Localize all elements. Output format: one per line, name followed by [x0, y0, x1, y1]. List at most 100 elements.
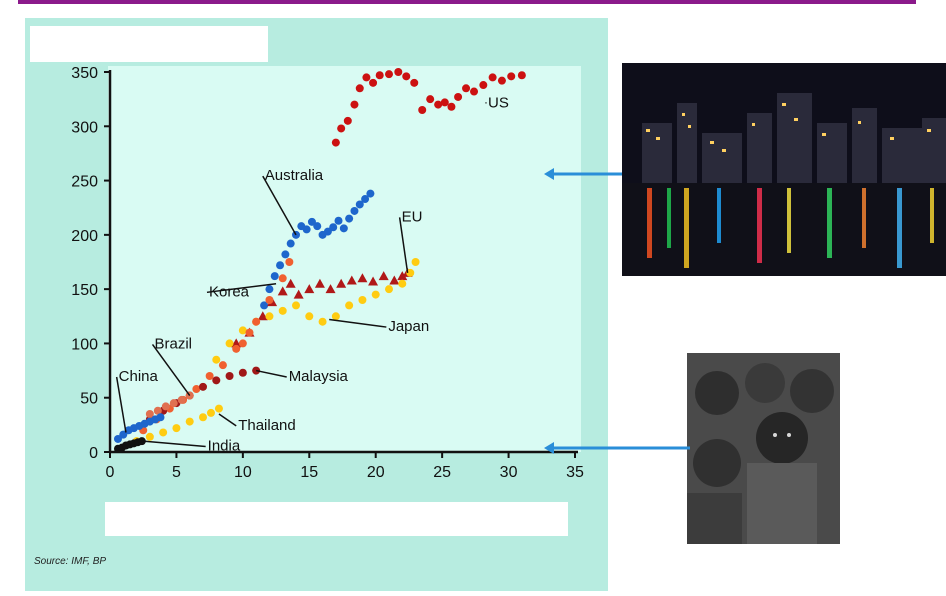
annotation-line-thailand	[218, 413, 237, 427]
y-tick-label: 50	[80, 391, 98, 408]
point-eu	[368, 276, 379, 286]
point-japan	[292, 301, 300, 310]
point-us	[402, 72, 411, 81]
annotation-india: India	[208, 437, 241, 454]
point-korea	[265, 296, 274, 304]
y-tick-label: 350	[71, 65, 98, 82]
point-thailand	[185, 417, 194, 426]
point-brazil	[169, 399, 178, 408]
point-australia	[334, 216, 343, 225]
point-australia	[355, 200, 364, 209]
point-china	[156, 413, 165, 422]
point-brazil	[145, 410, 154, 418]
point-australia	[270, 272, 279, 281]
annotation-china: China	[119, 368, 159, 385]
point-korea	[252, 317, 261, 326]
point-us	[440, 98, 449, 107]
point-eu	[285, 278, 296, 288]
point-korea	[232, 344, 241, 353]
series-india	[113, 437, 146, 453]
point-eu	[304, 284, 315, 294]
y-tick-label: 0	[89, 445, 98, 462]
point-japan	[305, 312, 314, 321]
point-australia	[323, 227, 332, 236]
point-india	[137, 437, 146, 446]
annotation-line-china	[115, 376, 127, 433]
point-japan	[278, 306, 287, 315]
series-china	[113, 413, 165, 443]
point-japan	[411, 258, 420, 266]
y-tick-label: 100	[71, 336, 98, 353]
point-eu	[231, 338, 242, 348]
y-tick-label: 300	[71, 119, 98, 136]
x-tick-label: 30	[500, 464, 518, 481]
point-us	[426, 95, 435, 104]
point-malaysia	[238, 368, 247, 377]
point-brazil	[177, 395, 186, 404]
x-tick-label: 20	[367, 464, 385, 481]
arrow-city-head	[544, 168, 554, 180]
point-australia	[345, 214, 354, 223]
point-us	[479, 81, 488, 90]
point-korea	[205, 372, 214, 380]
point-us	[362, 73, 371, 82]
plot-background	[108, 66, 581, 452]
point-us	[434, 100, 443, 109]
annotation-line-india	[143, 440, 206, 448]
title-placeholder	[30, 26, 268, 62]
series-us	[331, 68, 526, 147]
series-australia	[260, 189, 375, 310]
xlabel-placeholder	[105, 502, 568, 536]
point-korea	[238, 339, 247, 348]
point-brazil	[153, 406, 162, 415]
point-us	[517, 71, 526, 80]
series-thailand	[132, 404, 223, 446]
point-us	[369, 78, 378, 87]
point-us	[343, 116, 352, 125]
point-australia	[302, 225, 311, 234]
point-thailand	[159, 428, 168, 437]
point-eu	[378, 271, 389, 281]
point-malaysia	[199, 382, 207, 391]
point-us	[507, 72, 516, 81]
point-eu	[389, 275, 400, 285]
point-brazil	[161, 402, 170, 411]
point-us	[454, 92, 463, 101]
annotation-brazil: Brazil	[155, 335, 193, 352]
point-japan	[358, 296, 367, 304]
point-eu	[257, 311, 268, 321]
children-photo	[687, 353, 840, 544]
point-china	[113, 434, 122, 443]
point-australia	[329, 223, 338, 232]
point-japan	[212, 355, 221, 364]
annotation-line-australia	[262, 175, 297, 236]
point-japan	[225, 339, 234, 348]
point-thailand	[172, 424, 181, 433]
y-tick-label: 150	[71, 282, 98, 299]
point-australia	[361, 195, 370, 204]
x-tick-label: 25	[433, 464, 451, 481]
point-eu	[277, 286, 288, 296]
point-japan	[345, 301, 354, 310]
point-china	[119, 430, 128, 439]
point-eu	[346, 275, 357, 285]
point-thailand	[206, 408, 215, 417]
point-malaysia	[212, 376, 221, 385]
annotation-eu: EU	[402, 208, 423, 225]
point-australia	[286, 239, 295, 248]
point-japan	[398, 279, 407, 288]
annotation-korea: Korea	[209, 283, 250, 300]
point-australia	[307, 217, 316, 226]
point-us	[497, 76, 506, 85]
point-eu	[314, 278, 325, 288]
point-australia	[339, 224, 348, 233]
point-us	[355, 84, 364, 93]
point-korea	[285, 258, 294, 266]
x-tick-label: 15	[300, 464, 318, 481]
point-australia	[313, 222, 322, 231]
point-australia	[265, 285, 274, 294]
point-eu	[325, 284, 336, 294]
point-us	[410, 78, 419, 87]
point-eu	[357, 273, 368, 283]
